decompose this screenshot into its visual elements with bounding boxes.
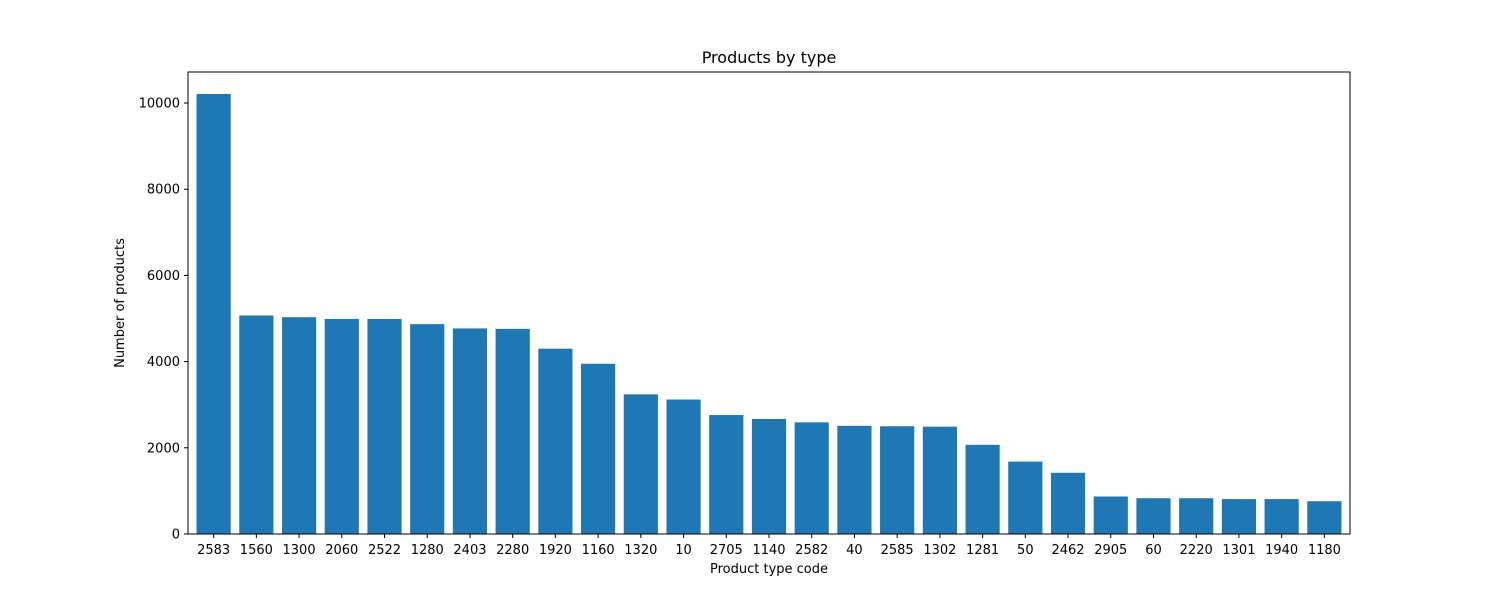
x-tick-label-2280: 2280 (496, 543, 529, 558)
x-tick-label-1140: 1140 (752, 543, 785, 558)
x-tick-label-60: 60 (1145, 543, 1162, 558)
bar-1160 (581, 363, 616, 534)
y-tick-label-6000: 6000 (147, 269, 180, 284)
bar-2280 (495, 328, 530, 534)
y-tick-label-10000: 10000 (139, 97, 180, 112)
bar-2905 (1093, 496, 1128, 534)
bar-2220 (1179, 498, 1214, 534)
bar-2060 (324, 318, 359, 534)
x-tick-label-1302: 1302 (923, 543, 956, 558)
x-tick-label-2220: 2220 (1180, 543, 1213, 558)
x-tick-label-10: 10 (675, 543, 692, 558)
x-tick-label-1320: 1320 (624, 543, 657, 558)
bar-1280 (410, 324, 445, 534)
bar-2582 (794, 422, 829, 534)
x-tick-label-2583: 2583 (197, 543, 230, 558)
x-axis: 2583 1560 1300 2060 2522 1280 2403 2280 1920 1160… (197, 534, 1341, 558)
bar-60 (1136, 498, 1171, 534)
y-axis: 0 2000 4000 6000 8000 10000 (139, 97, 188, 543)
bar-2583 (196, 93, 231, 534)
bar-1140 (751, 418, 787, 534)
x-tick-label-2705: 2705 (710, 543, 743, 558)
y-tick-label-8000: 8000 (147, 183, 180, 198)
bar-50 (1008, 461, 1043, 534)
bar-1300 (281, 317, 317, 534)
bar-2522 (367, 318, 402, 534)
x-tick-label-1560: 1560 (240, 543, 273, 558)
x-tick-label-1160: 1160 (582, 543, 615, 558)
x-axis-label: Product type code (710, 562, 828, 577)
bar-10 (666, 399, 701, 534)
bar-1281 (965, 444, 1000, 534)
bar-1940 (1264, 499, 1299, 534)
plot-frame (187, 71, 1351, 535)
x-tick-label-1940: 1940 (1265, 543, 1298, 558)
bar-2403 (452, 328, 488, 534)
x-tick-label-1281: 1281 (966, 543, 999, 558)
x-tick-label-2403: 2403 (453, 543, 486, 558)
x-tick-label-1300: 1300 (283, 543, 316, 558)
bar-1920 (538, 348, 573, 534)
bar-2705 (709, 415, 744, 534)
x-tick-label-50: 50 (1017, 543, 1034, 558)
x-tick-label-1280: 1280 (411, 543, 444, 558)
x-tick-label-2585: 2585 (881, 543, 914, 558)
bar-1301 (1221, 499, 1257, 534)
bar-2585 (880, 426, 915, 534)
bar-1302 (922, 426, 957, 534)
y-tick-label-0: 0 (172, 528, 180, 543)
x-tick-label-2582: 2582 (795, 543, 828, 558)
x-tick-label-1920: 1920 (539, 543, 572, 558)
x-tick-label-1180: 1180 (1308, 543, 1341, 558)
x-tick-label-40: 40 (846, 543, 863, 558)
bar-1180 (1307, 501, 1342, 534)
x-tick-label-2060: 2060 (325, 543, 358, 558)
bar-40 (837, 425, 872, 534)
bar-1320 (623, 394, 658, 534)
x-tick-label-2462: 2462 (1051, 543, 1084, 558)
bars-group (196, 93, 1342, 534)
y-axis-label: Number of products (113, 238, 128, 368)
y-tick-label-4000: 4000 (147, 355, 180, 370)
y-tick-label-2000: 2000 (147, 441, 180, 456)
bar-1560 (239, 315, 274, 534)
x-tick-label-2522: 2522 (368, 543, 401, 558)
x-tick-label-1301: 1301 (1222, 543, 1255, 558)
bar-2462 (1050, 472, 1086, 534)
x-tick-label-2905: 2905 (1094, 543, 1127, 558)
chart-title: Products by type (702, 48, 837, 67)
